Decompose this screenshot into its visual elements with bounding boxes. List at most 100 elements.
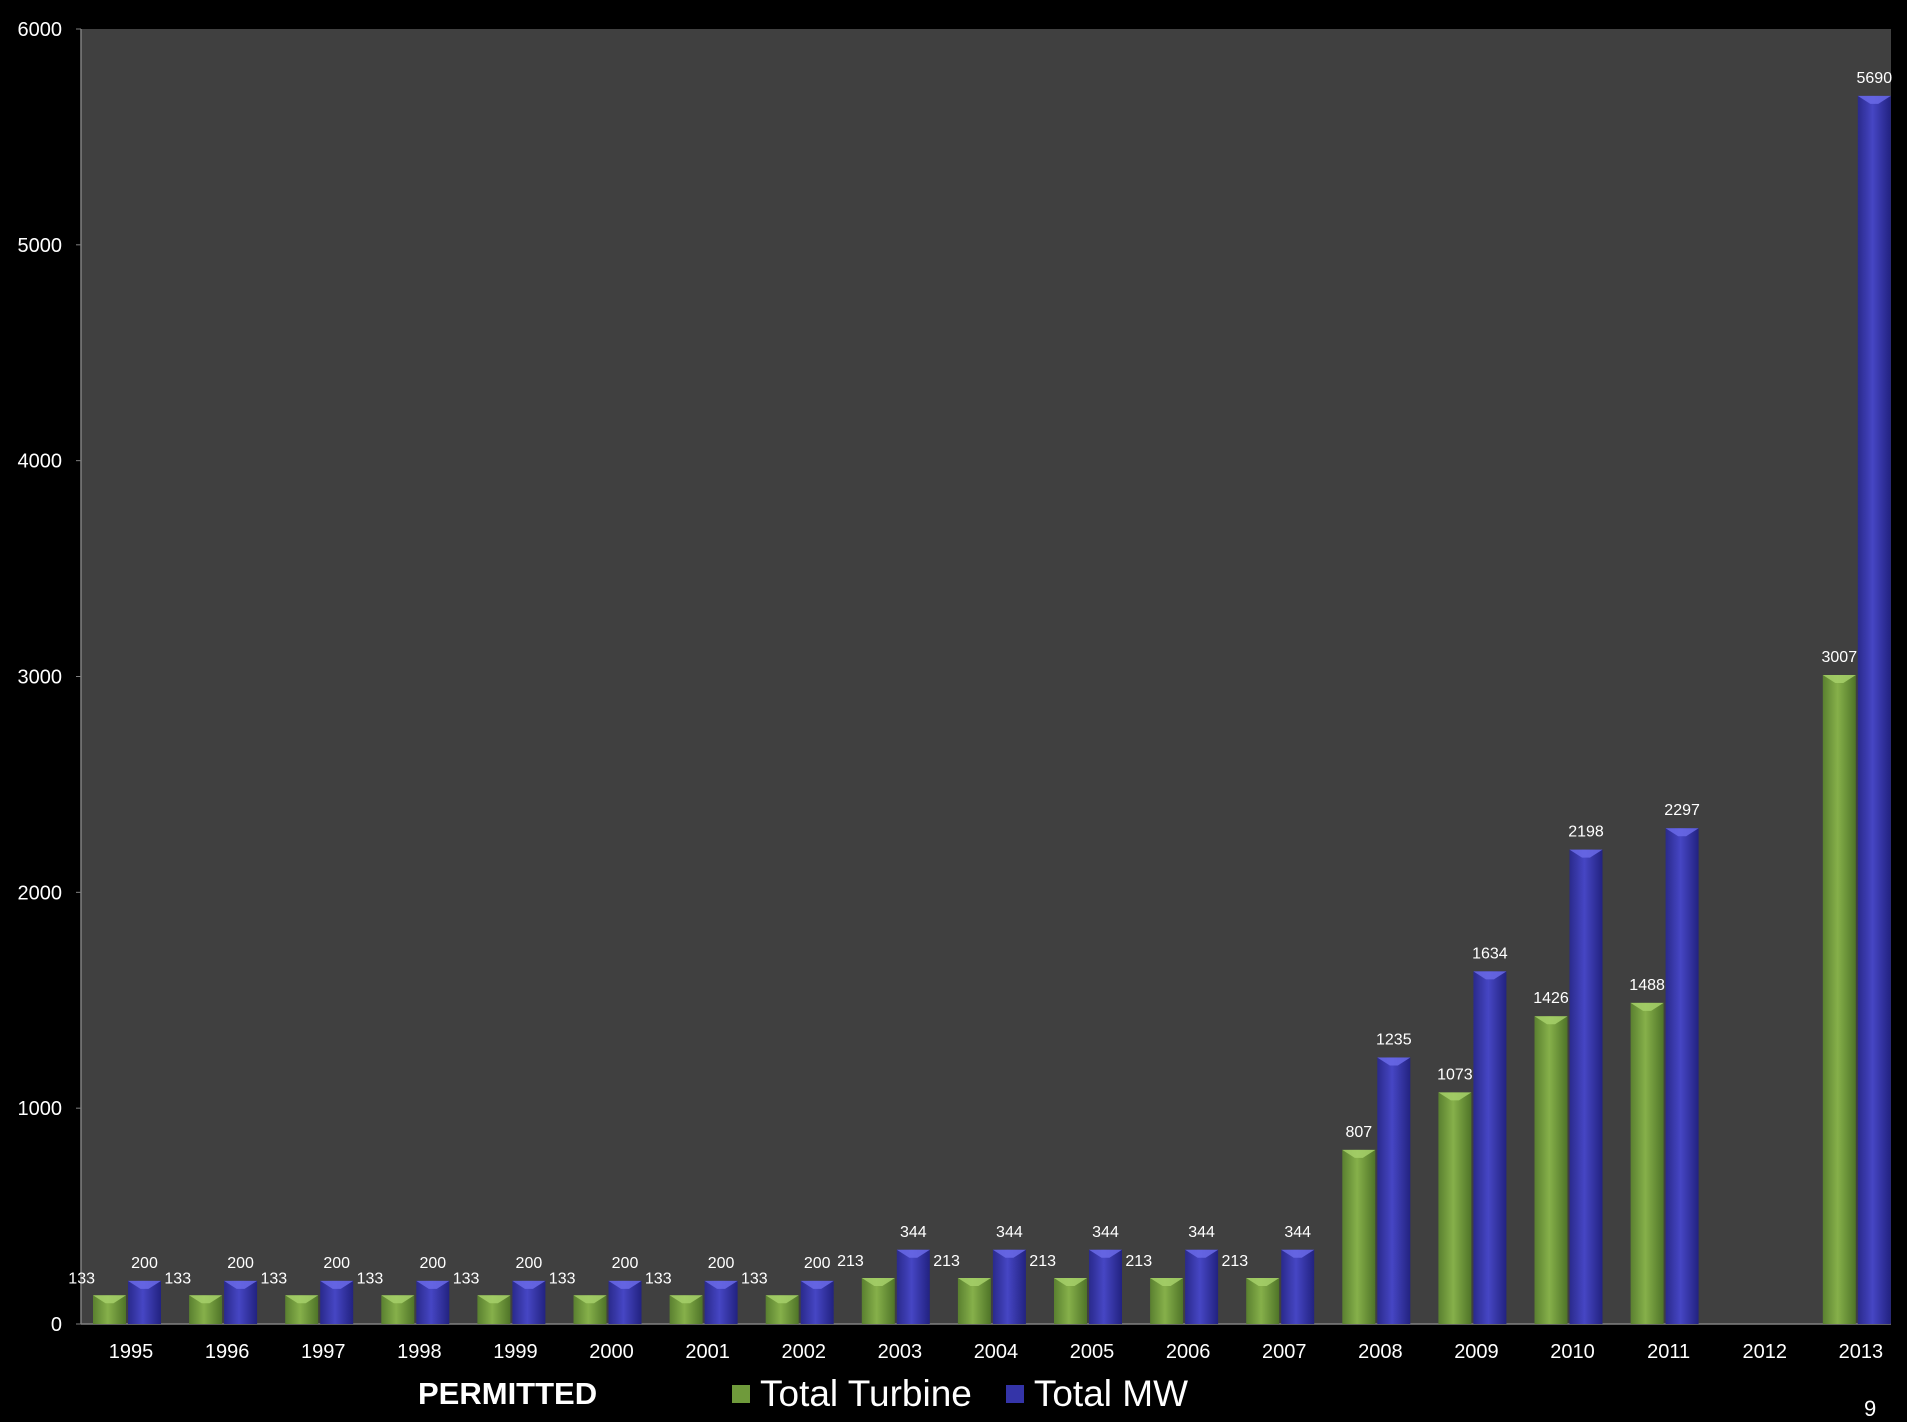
data-label: 344 bbox=[1284, 1224, 1311, 1241]
data-label: 133 bbox=[645, 1270, 672, 1287]
bar-mw bbox=[992, 1249, 1026, 1324]
bar-turbine-cap bbox=[93, 1295, 126, 1304]
y-tick-label: 5000 bbox=[18, 235, 63, 257]
bar-mw-cap bbox=[896, 1249, 930, 1258]
data-label: 213 bbox=[933, 1253, 960, 1270]
bar-turbine bbox=[1438, 1092, 1472, 1324]
data-label: 1235 bbox=[1376, 1031, 1412, 1048]
x-tick-label: 1999 bbox=[493, 1341, 538, 1363]
plot-area bbox=[81, 29, 1891, 1324]
chart-caption: PERMITTED bbox=[418, 1376, 598, 1411]
bar-mw bbox=[1473, 971, 1507, 1324]
data-label: 213 bbox=[1125, 1253, 1152, 1270]
data-label: 200 bbox=[131, 1255, 158, 1272]
bar-turbine bbox=[1534, 1016, 1568, 1324]
data-label: 2198 bbox=[1568, 824, 1604, 841]
bar-mw-cap bbox=[512, 1280, 546, 1289]
bar-mw-cap bbox=[1281, 1249, 1315, 1258]
y-tick-label: 6000 bbox=[18, 19, 63, 41]
data-label: 200 bbox=[323, 1255, 350, 1272]
legend-label-mw: Total MW bbox=[1033, 1373, 1189, 1414]
bar-mw bbox=[896, 1249, 930, 1324]
bar-mw-cap bbox=[1377, 1057, 1411, 1066]
bar-turbine-cap bbox=[1246, 1278, 1280, 1287]
y-tick-label: 1000 bbox=[18, 1098, 63, 1120]
x-tick-label: 2006 bbox=[1166, 1341, 1211, 1363]
x-tick-label: 1997 bbox=[301, 1341, 346, 1363]
y-tick-label: 2000 bbox=[18, 882, 63, 904]
bar-turbine-cap bbox=[1822, 674, 1856, 683]
x-tick-label: 2002 bbox=[782, 1341, 827, 1363]
data-label: 133 bbox=[164, 1270, 191, 1287]
data-label: 2297 bbox=[1664, 802, 1700, 819]
data-label: 344 bbox=[996, 1224, 1023, 1241]
bar-turbine-cap bbox=[957, 1278, 991, 1287]
page-number: 9 bbox=[1864, 1396, 1877, 1421]
bar-turbine-cap bbox=[285, 1295, 319, 1304]
chart: 0 1000 2000 3000 4000 5000 6000 1995 1996 1997 19… bbox=[18, 19, 1893, 1363]
data-label: 1426 bbox=[1533, 990, 1569, 1007]
bar-mw bbox=[1569, 849, 1603, 1324]
x-tick-label: 2013 bbox=[1839, 1341, 1884, 1363]
data-label: 133 bbox=[68, 1270, 95, 1287]
data-label: 200 bbox=[804, 1255, 831, 1272]
x-tick-label: 2005 bbox=[1070, 1341, 1115, 1363]
bar-turbine bbox=[1822, 674, 1856, 1324]
data-label: 3007 bbox=[1822, 649, 1858, 666]
data-label: 133 bbox=[741, 1270, 768, 1287]
x-tick-label: 2004 bbox=[974, 1341, 1019, 1363]
x-axis: 1995 1996 1997 1998 1999 2000 2001 2002 2003 2004… bbox=[81, 1323, 1891, 1363]
bar-turbine-cap bbox=[1534, 1016, 1568, 1025]
data-label: 133 bbox=[260, 1270, 287, 1287]
y-tick-label: 4000 bbox=[18, 451, 63, 473]
x-tick-label: 2007 bbox=[1262, 1341, 1307, 1363]
x-tick-label: 2003 bbox=[878, 1341, 923, 1363]
legend: Total Turbine Total MW bbox=[732, 1373, 1189, 1415]
bar-turbine-cap bbox=[1630, 1002, 1664, 1011]
bar-turbine bbox=[1630, 1002, 1664, 1324]
legend-item-mw: Total MW bbox=[1005, 1373, 1189, 1415]
data-label: 213 bbox=[1029, 1253, 1056, 1270]
x-tick-label: 2009 bbox=[1454, 1341, 1499, 1363]
bar-mw-cap bbox=[320, 1280, 354, 1289]
bar-mw-cap bbox=[800, 1280, 834, 1289]
bar-mw bbox=[1857, 95, 1891, 1325]
legend-swatch-turbine bbox=[732, 1385, 750, 1403]
data-label: 200 bbox=[419, 1255, 446, 1272]
legend-item-turbine: Total Turbine bbox=[732, 1373, 972, 1415]
x-tick-label: 2012 bbox=[1743, 1341, 1788, 1363]
x-tick-label: 2000 bbox=[589, 1341, 634, 1363]
bar-mw-cap bbox=[608, 1280, 642, 1289]
bar-turbine-cap bbox=[1150, 1278, 1184, 1287]
bar-turbine-cap bbox=[861, 1278, 895, 1287]
x-tick-label: 2011 bbox=[1647, 1341, 1690, 1363]
x-tick-label: 1996 bbox=[205, 1341, 250, 1363]
bar-turbine-cap bbox=[1438, 1092, 1472, 1101]
bar-turbine-cap bbox=[1342, 1149, 1376, 1158]
bars bbox=[93, 95, 1891, 1325]
data-label: 5690 bbox=[1857, 70, 1893, 87]
bar-turbine-cap bbox=[381, 1295, 415, 1304]
data-label: 200 bbox=[612, 1255, 639, 1272]
bar-mw-cap bbox=[1857, 95, 1891, 104]
y-tick-label: 0 bbox=[51, 1314, 62, 1336]
bar-mw-cap bbox=[1473, 971, 1507, 980]
data-label: 213 bbox=[837, 1253, 864, 1270]
data-label: 1073 bbox=[1437, 1066, 1473, 1083]
data-label: 807 bbox=[1345, 1124, 1372, 1141]
bar-mw bbox=[1665, 828, 1699, 1324]
legend-swatch-mw bbox=[1005, 1385, 1024, 1403]
data-label: 133 bbox=[549, 1270, 576, 1287]
data-label: 200 bbox=[227, 1255, 254, 1272]
x-tick-label: 1998 bbox=[397, 1341, 442, 1363]
bar-mw-cap bbox=[128, 1280, 161, 1289]
bar-mw-cap bbox=[704, 1280, 738, 1289]
data-label: 200 bbox=[516, 1255, 543, 1272]
bar-turbine-cap bbox=[765, 1295, 799, 1304]
data-label: 344 bbox=[1092, 1224, 1119, 1241]
bar-mw-cap bbox=[1569, 849, 1603, 858]
bar-mw-cap bbox=[1185, 1249, 1219, 1258]
x-tick-label: 1995 bbox=[109, 1341, 154, 1363]
y-tick-label: 3000 bbox=[18, 667, 63, 689]
data-labels: 133 133 133 133 133 133 133 133 213 213 213 213 213 8… bbox=[68, 70, 1892, 1287]
